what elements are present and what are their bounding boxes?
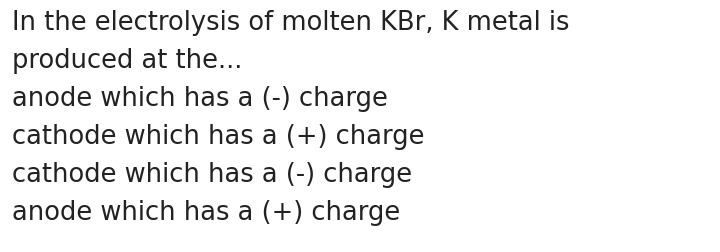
Text: anode which has a (+) charge: anode which has a (+) charge	[12, 199, 400, 225]
Text: In the electrolysis of molten KBr, K metal is: In the electrolysis of molten KBr, K met…	[12, 10, 570, 36]
Text: produced at the...: produced at the...	[12, 48, 243, 74]
Text: cathode which has a (+) charge: cathode which has a (+) charge	[12, 123, 425, 149]
Text: cathode which has a (-) charge: cathode which has a (-) charge	[12, 161, 412, 187]
Text: anode which has a (-) charge: anode which has a (-) charge	[12, 86, 388, 112]
